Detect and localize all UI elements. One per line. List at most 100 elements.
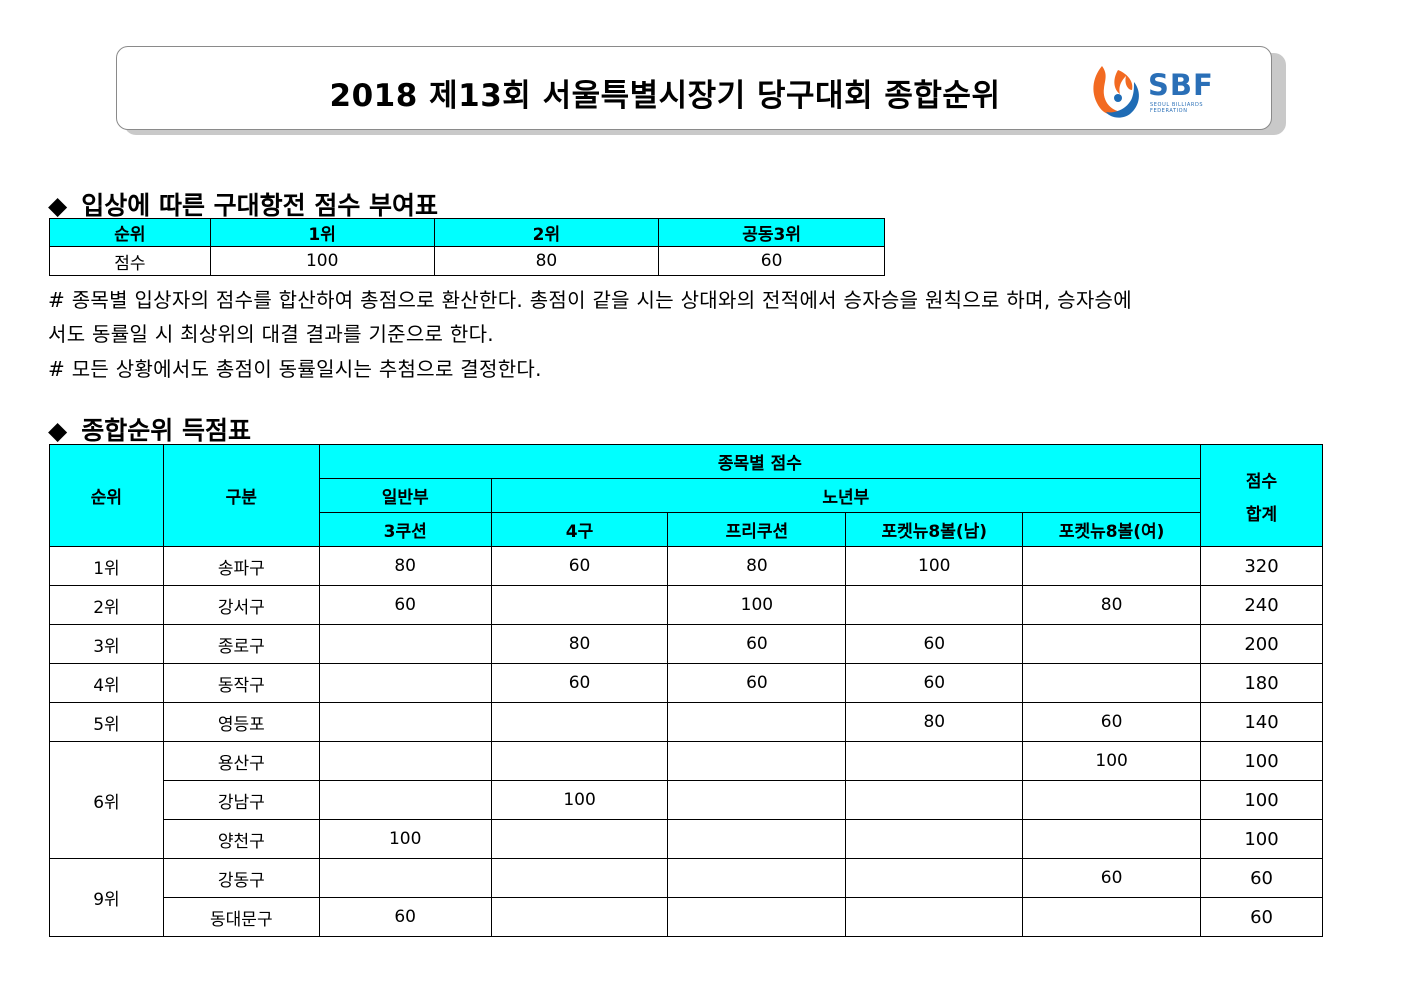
event-header: 프리쿠션: [667, 512, 847, 547]
senior-division-header: 노년부: [490, 478, 1202, 513]
district-cell: 동대문구: [162, 897, 320, 937]
table-row: 4위 동작구 60 60 60 180: [49, 663, 1323, 703]
score-cell: 60: [845, 624, 1024, 664]
score-cell: 80: [1022, 585, 1202, 625]
diamond-bullet-icon: ◆: [48, 191, 68, 220]
general-division-header: 일반부: [318, 478, 492, 513]
total-cell: 100: [1200, 819, 1323, 859]
district-cell: 용산구: [162, 741, 320, 781]
score-cell: 100: [490, 780, 669, 820]
total-header: 점수 합계: [1200, 444, 1323, 547]
table-row: 강남구 100 100: [50, 780, 1323, 820]
flame-icon: [1093, 66, 1139, 118]
score-cell: 80: [667, 546, 847, 586]
score-cell: 60: [318, 585, 492, 625]
points-table-row: 점수 100 80 60: [49, 246, 885, 276]
table-row: 1위 송파구 80 60 80 100 320: [49, 546, 1323, 586]
points-header-cell: 순위: [49, 218, 211, 247]
points-table-header: 순위 1위 2위 공동3위: [49, 218, 885, 247]
score-cell: 80: [490, 624, 669, 664]
rank-cell: 2위: [49, 585, 164, 625]
score-cell: [845, 858, 1024, 898]
diamond-bullet-icon: ◆: [48, 416, 68, 445]
score-cell: 60: [318, 897, 492, 937]
score-cell: [1022, 897, 1202, 937]
total-cell: 60: [1200, 858, 1323, 898]
page-title: 2018 제13회 서울특별시장기 당구대회 종합순위: [329, 78, 1001, 114]
total-cell: 140: [1200, 702, 1323, 742]
score-cell: [318, 858, 492, 898]
score-cell: [667, 897, 847, 937]
points-header-cell: 공동3위: [658, 218, 885, 247]
score-cell: 80: [845, 702, 1024, 742]
score-cell: [318, 624, 492, 664]
total-cell: 200: [1200, 624, 1323, 664]
rank-cell: 6위: [49, 741, 164, 859]
sbf-logo: SBF SEOUL BILLIARDS FEDERATION: [1088, 62, 1240, 120]
score-cell: [667, 702, 847, 742]
ranking-table: 순위 구분 종목별 점수 점수 합계 일반부 노년부 3쿠션 4구 프리쿠션 포…: [49, 444, 1323, 937]
section-heading-points-text: 입상에 따른 구대항전 점수 부여표: [81, 191, 439, 220]
district-cell: 영등포: [162, 702, 320, 742]
table-row: 3위 종로구 80 60 60 200: [49, 624, 1323, 664]
score-cell: [1022, 546, 1202, 586]
score-cell: 60: [490, 546, 669, 586]
score-cell: 60: [667, 624, 847, 664]
score-cell: 60: [490, 663, 669, 703]
rank-cell: 9위: [49, 858, 164, 937]
score-cell: [667, 741, 847, 781]
table-row: 양천구 100 100: [50, 819, 1323, 859]
points-header-cell: 1위: [209, 218, 435, 247]
district-cell: 강남구: [162, 780, 320, 820]
district-cell: 송파구: [162, 546, 320, 586]
table-row: 6위 용산구 100 100: [49, 741, 1323, 859]
score-cell: [1022, 780, 1202, 820]
score-cell: [845, 585, 1024, 625]
district-header: 구분: [162, 444, 320, 547]
event-scores-header: 종목별 점수: [318, 444, 1202, 479]
title-banner: [116, 46, 1272, 130]
points-table: 순위 1위 2위 공동3위 점수 100 80 60: [49, 218, 885, 276]
score-cell: 100: [845, 546, 1024, 586]
score-cell: [318, 741, 492, 781]
district-cell: 강서구: [162, 585, 320, 625]
score-cell: [318, 780, 492, 820]
district-cell: 강동구: [162, 858, 320, 898]
event-header: 3쿠션: [318, 512, 492, 547]
score-cell: [845, 819, 1024, 859]
score-cell: 60: [1022, 858, 1202, 898]
rank-cell: 5위: [49, 702, 164, 742]
points-cell: 점수: [49, 246, 211, 276]
score-cell: 60: [667, 663, 847, 703]
rank-header: 순위: [49, 444, 164, 547]
event-header: 포켓뉴8볼(남): [845, 512, 1024, 547]
table-row: 9위 강동구 60 60: [49, 858, 1323, 937]
total-cell: 320: [1200, 546, 1323, 586]
score-cell: [667, 858, 847, 898]
score-cell: [490, 819, 669, 859]
score-cell: 100: [1022, 741, 1202, 781]
score-cell: 80: [318, 546, 492, 586]
rank-cell: 3위: [49, 624, 164, 664]
score-cell: [1022, 663, 1202, 703]
points-cell: 100: [209, 246, 435, 276]
ranking-header-row: 순위 구분 종목별 점수 점수 합계: [49, 444, 1323, 547]
score-cell: [667, 819, 847, 859]
score-cell: 100: [667, 585, 847, 625]
rank-cell: 1위: [49, 546, 164, 586]
ranking-header-row: 3쿠션 4구 프리쿠션 포켓뉴8볼(남) 포켓뉴8볼(여): [50, 512, 1323, 547]
total-header-line: 점수: [1245, 471, 1278, 492]
note-line-3: # 모든 상황에서도 총점이 동률일시는 추첨으로 결정한다.: [48, 357, 542, 381]
score-cell: [490, 741, 669, 781]
section-heading-ranking-text: 종합순위 득점표: [81, 416, 251, 445]
table-row: 동대문구 60 60: [50, 897, 1323, 937]
event-header: 포켓뉴8볼(여): [1022, 512, 1202, 547]
score-cell: [1022, 624, 1202, 664]
district-cell: 동작구: [162, 663, 320, 703]
score-cell: [845, 897, 1024, 937]
total-header-line: 합계: [1245, 504, 1278, 525]
score-cell: 60: [1022, 702, 1202, 742]
total-cell: 60: [1200, 897, 1323, 937]
district-cell: 양천구: [162, 819, 320, 859]
score-cell: [667, 780, 847, 820]
